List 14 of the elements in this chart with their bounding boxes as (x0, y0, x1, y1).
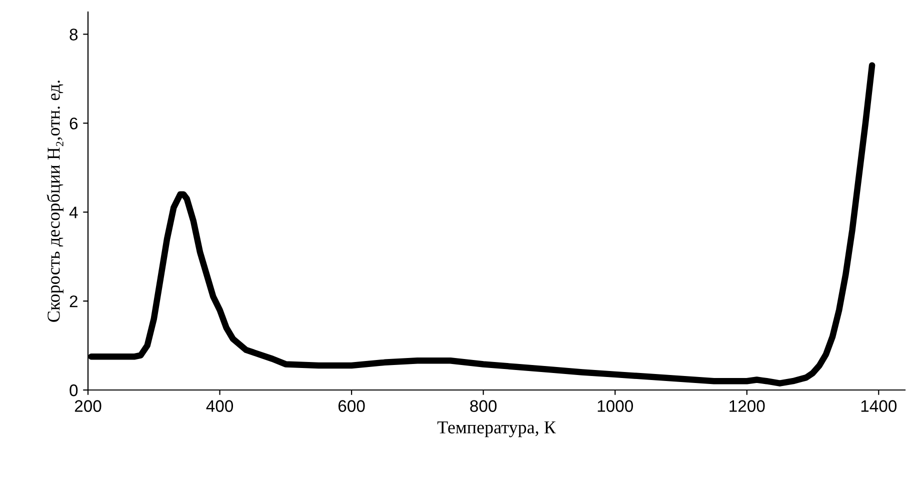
x-tick-label: 1200 (730, 400, 765, 412)
y-tick-label: 4 (69, 206, 78, 218)
y-axis-title: Скорость десорбции H₂,отн. ед. (46, 80, 64, 322)
x-tick-label: 200 (74, 400, 102, 412)
x-tick-label: 1400 (861, 400, 897, 412)
x-tick-label: 1000 (598, 400, 633, 412)
x-tick-label: 600 (338, 400, 365, 412)
y-tick-label: 2 (70, 295, 78, 308)
y-tick-label: 6 (70, 118, 78, 130)
y-tick-label: 0 (70, 384, 78, 396)
x-tick-label: 400 (206, 400, 234, 412)
x-tick-label: 800 (470, 400, 497, 412)
x-axis-title: Температура, К (437, 421, 556, 438)
y-tick-label: 8 (70, 28, 78, 40)
